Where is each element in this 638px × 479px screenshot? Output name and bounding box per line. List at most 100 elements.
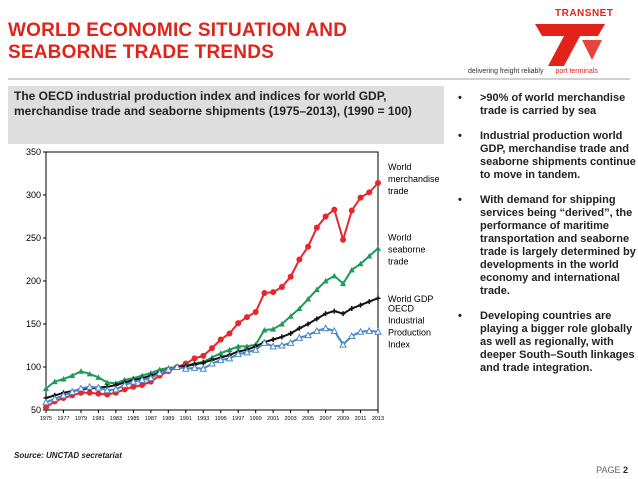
legend-label: World GDP xyxy=(388,294,433,304)
data-point xyxy=(358,302,364,308)
data-point xyxy=(42,398,50,406)
data-point xyxy=(139,382,146,389)
data-point xyxy=(252,308,259,315)
x-tick-label: 1979 xyxy=(75,416,87,422)
tagline-text: delivering freight reliably xyxy=(468,68,544,75)
data-point xyxy=(365,326,374,334)
data-point xyxy=(375,179,381,186)
x-tick-label: 1977 xyxy=(57,416,69,422)
y-tick-label: 350 xyxy=(26,147,41,157)
plot-frame xyxy=(45,151,379,411)
data-point xyxy=(305,243,312,250)
data-point xyxy=(234,350,243,358)
data-point xyxy=(155,368,164,377)
y-tick-label: 200 xyxy=(26,276,41,286)
data-point xyxy=(366,189,373,196)
data-point xyxy=(366,253,373,259)
chart-caption: The OECD industrial production index and… xyxy=(8,86,444,144)
bullet-icon: • xyxy=(458,194,462,206)
data-point xyxy=(312,326,321,334)
data-point xyxy=(279,334,285,340)
logo-tagline: delivering freight reliably port termina… xyxy=(468,68,598,75)
data-point xyxy=(270,289,277,296)
data-point xyxy=(340,311,346,317)
data-point xyxy=(69,372,76,379)
bullet-text: Developing countries are playing a bigge… xyxy=(480,310,635,374)
data-point xyxy=(304,331,312,339)
x-tick-label: 1981 xyxy=(92,416,104,422)
y-tick-label: 250 xyxy=(26,233,41,243)
bullet-text: Industrial production world GDP, merchan… xyxy=(480,130,636,181)
y-tick-label: 50 xyxy=(31,405,41,415)
data-point xyxy=(200,352,207,359)
x-tick-label: 1995 xyxy=(215,416,227,422)
data-point xyxy=(331,206,338,213)
x-tick-label: 2005 xyxy=(302,416,314,422)
data-point xyxy=(288,330,294,336)
legend-label: trade xyxy=(388,256,409,266)
title-line-2: SEABORNE TRADE TRENDS xyxy=(8,42,274,63)
bullet-item: • Industrial production world GDP, mercha… xyxy=(456,130,636,182)
data-point xyxy=(375,245,381,251)
data-point xyxy=(181,364,190,372)
data-point xyxy=(243,348,251,356)
data-point xyxy=(305,321,311,327)
data-point xyxy=(348,266,355,273)
data-point xyxy=(357,260,364,267)
data-point xyxy=(50,394,59,402)
page-num: 2 xyxy=(622,465,628,475)
bullet-text: >90% of world merchandise trade is carri… xyxy=(480,92,626,117)
data-point xyxy=(191,355,198,362)
data-point xyxy=(217,350,224,356)
data-point xyxy=(278,321,285,327)
data-point xyxy=(243,343,250,349)
page-number: PAGE 2 xyxy=(596,465,628,475)
data-point xyxy=(104,379,111,385)
data-point xyxy=(68,387,77,395)
y-tick-label: 300 xyxy=(26,190,41,200)
data-point xyxy=(77,384,85,392)
data-point xyxy=(43,385,49,391)
division-text: port terminals xyxy=(555,68,598,75)
bullet-item: • With demand for shipping services being… xyxy=(456,194,636,298)
title-line-1: WORLD ECONOMIC SITUATION AND xyxy=(8,20,348,41)
data-point xyxy=(340,236,347,243)
series-line xyxy=(45,247,379,390)
data-point xyxy=(130,383,137,390)
x-tick-label: 2003 xyxy=(285,416,297,422)
x-tick-label: 1987 xyxy=(145,416,157,422)
bullet-icon: • xyxy=(458,92,462,104)
x-tick-label: 1991 xyxy=(180,416,192,422)
data-point xyxy=(296,325,302,331)
data-point xyxy=(138,375,146,383)
data-point xyxy=(129,377,138,385)
data-point xyxy=(348,207,355,214)
data-point xyxy=(287,313,294,319)
data-point xyxy=(216,356,225,364)
legend-label: Index xyxy=(388,340,411,350)
data-point xyxy=(322,278,329,284)
data-point xyxy=(120,381,129,389)
data-point xyxy=(103,386,112,394)
data-point xyxy=(235,343,242,349)
x-tick-label: 2001 xyxy=(267,416,279,422)
legend-label: Production xyxy=(388,328,431,338)
data-point xyxy=(296,305,303,312)
data-point xyxy=(357,194,364,201)
data-point xyxy=(51,378,58,385)
data-point xyxy=(225,354,234,362)
bullet-icon: • xyxy=(458,130,462,142)
data-point xyxy=(313,286,320,293)
data-point xyxy=(190,363,199,371)
data-point xyxy=(59,391,68,399)
data-point xyxy=(270,336,276,342)
slide-title: WORLD ECONOMIC SITUATION AND SEABORNE TR… xyxy=(8,20,448,64)
data-point xyxy=(261,290,268,297)
data-point xyxy=(323,311,329,317)
data-point xyxy=(366,299,372,305)
data-point xyxy=(86,370,93,377)
logo-name: TRANSNET xyxy=(555,8,614,19)
data-point xyxy=(200,360,206,366)
bullet-text: With demand for shipping services being … xyxy=(480,194,636,297)
x-tick-label: 2011 xyxy=(355,416,367,422)
